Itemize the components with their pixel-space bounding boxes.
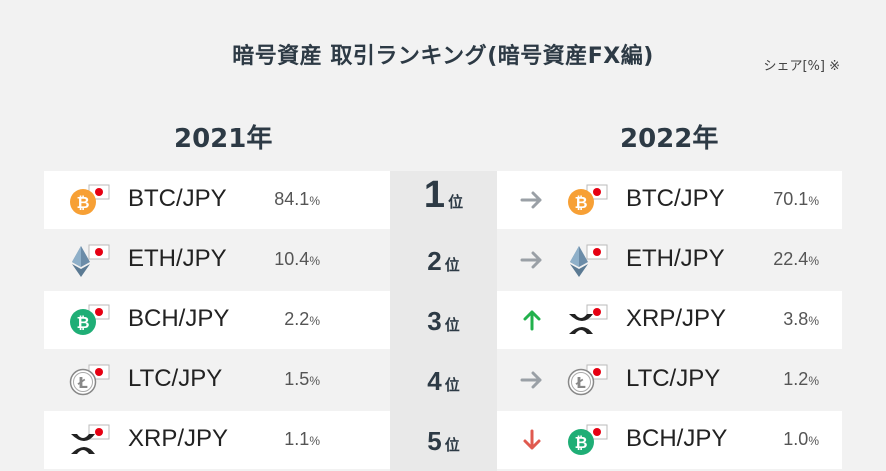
arrow-right-icon [520,191,542,209]
table-row: ₿ BCH/JPY 2.2% [44,291,390,349]
pair-label: ETH/JPY [626,245,725,272]
table-row: ₿ BTC/JPY 70.1% [497,171,842,229]
pair-label: BTC/JPY [128,185,227,212]
svg-text:Ł: Ł [77,374,88,392]
table-row: Ł LTC/JPY 1.2% [497,351,842,409]
share-value: 3.8% [783,309,819,329]
pair-label: ETH/JPY [128,245,227,272]
table-row: ₿ BTC/JPY 84.1% [44,171,390,229]
share-value: 1.0% [783,429,819,449]
share-value: 1.2% [783,369,819,389]
arrow-right-icon [520,371,542,389]
unit-note: シェア[%] ※ [763,59,840,74]
svg-text:₿: ₿ [574,193,587,212]
ranking-2022: ₿ BTC/JPY 70.1% ETH/JPY 22.4% XRP/JPY 3.… [497,171,842,471]
share-value: 70.1% [773,189,819,209]
pair-label: LTC/JPY [128,365,223,392]
table-row: XRP/JPY 1.1% [44,411,390,469]
year-2022-heading: 2022年 [620,124,719,154]
bitcoin-icon: ₿ [70,184,110,215]
svg-text:Ł: Ł [575,374,586,392]
pair-label: XRP/JPY [626,305,727,332]
table-row: XRP/JPY 3.8% [497,291,842,349]
pair-label: BCH/JPY [626,425,728,452]
litecoin-icon: Ł [567,364,608,396]
xrp-icon [71,424,110,454]
arrow-up-icon [523,310,541,331]
share-value: 1.5% [284,369,320,389]
pair-label: BTC/JPY [626,185,725,212]
share-value: 1.1% [284,429,320,449]
table-row: ETH/JPY 22.4% [497,231,842,289]
year-2021-heading: 2021年 [174,124,273,154]
svg-text:₿: ₿ [76,193,89,212]
bitcoin-cash-icon: ₿ [70,304,110,335]
pair-label: BCH/JPY [128,305,230,332]
share-value: 2.2% [284,309,320,329]
bitcoin-icon: ₿ [568,184,608,215]
ethereum-icon [570,244,608,277]
ethereum-icon [72,244,110,277]
share-value: 10.4% [274,249,320,269]
pair-label: XRP/JPY [128,425,229,452]
table-row: ETH/JPY 10.4% [44,231,390,289]
xrp-icon [569,304,608,334]
pair-label: LTC/JPY [626,365,721,392]
bitcoin-cash-icon: ₿ [568,424,608,455]
svg-text:₿: ₿ [574,433,587,452]
share-value: 22.4% [773,249,819,269]
ranking-2021: ₿ BTC/JPY 84.1% ETH/JPY 10.4% ₿ BCH/JPY … [44,171,390,471]
svg-text:₿: ₿ [76,313,89,332]
arrow-down-icon [523,429,541,450]
litecoin-icon: Ł [69,364,110,396]
page-title: 暗号資産 取引ランキング(暗号資産FX編) [232,44,654,69]
table-row: Ł LTC/JPY 1.5% [44,351,390,409]
table-row: ₿ BCH/JPY 1.0% [497,411,842,469]
arrow-right-icon [520,251,542,269]
share-value: 84.1% [274,189,320,209]
